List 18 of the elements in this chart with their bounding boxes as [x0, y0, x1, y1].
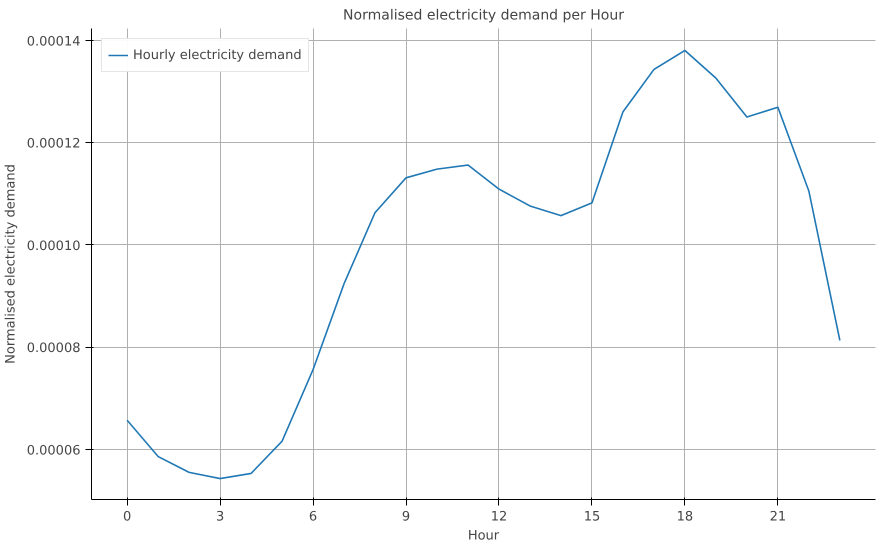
x-tick-label: 3 [216, 510, 224, 524]
x-tick-label: 6 [308, 510, 318, 524]
y-tick-label: 0.00010 [26, 238, 81, 254]
y-tick-label: 0.00014 [26, 34, 81, 50]
y-axis-title: Normalised electricity demand [4, 164, 19, 364]
x-tick-label: 0 [123, 510, 132, 524]
x-tick-label: 18 [676, 510, 694, 524]
y-tick-label: 0.00008 [26, 341, 81, 356]
y-tick-label: 0.00012 [26, 136, 81, 152]
y-tick-label: 0.00006 [26, 443, 81, 458]
x-tick-label: 9 [402, 510, 410, 524]
legend-label: Hourly electricity demand [133, 48, 302, 62]
x-tick-label: 12 [490, 510, 508, 524]
x-tick-label: 21 [770, 510, 786, 524]
x-tick-label: 15 [584, 510, 600, 524]
chart-title: Normalised electricity demand per Hour [343, 8, 624, 24]
x-axis-title: Hour [468, 528, 500, 544]
line-series [126, 50, 841, 480]
